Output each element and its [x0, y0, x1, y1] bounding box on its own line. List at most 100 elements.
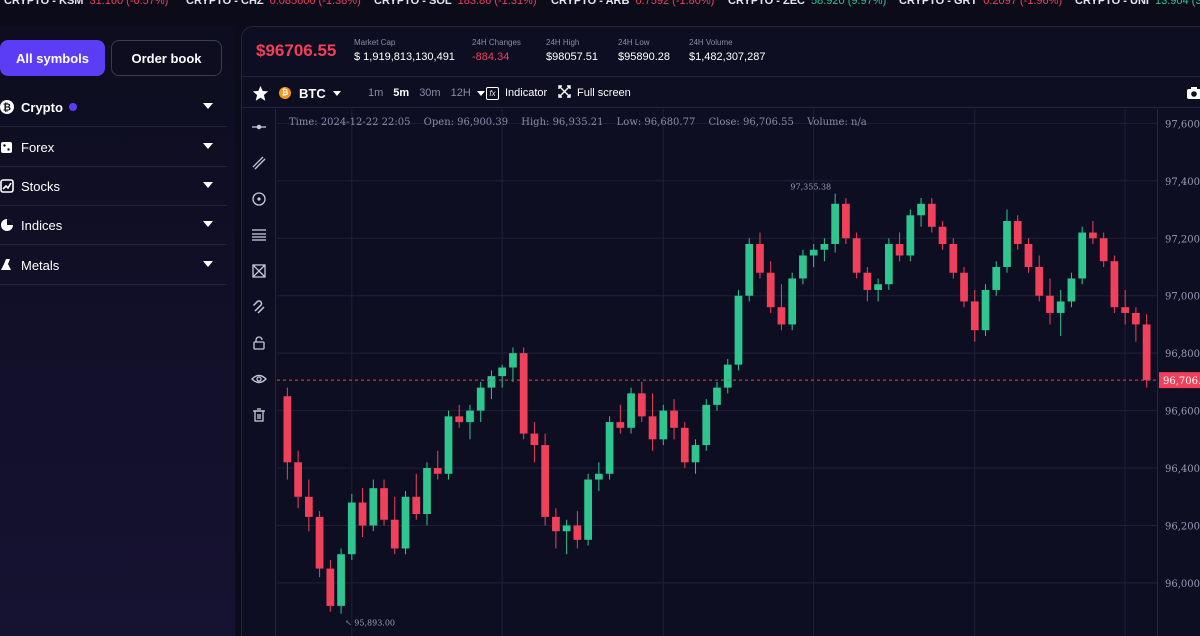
trend-line-tool-icon[interactable] — [251, 155, 267, 171]
ticker-symbol: CRYPTO - ZEC — [728, 0, 806, 7]
function-icon: fx — [486, 86, 499, 100]
chevron-down-icon[interactable] — [203, 103, 213, 109]
candle-body — [927, 203, 936, 227]
sidebar: All symbols Order book ₿ Crypto Forex St… — [0, 26, 235, 636]
camera-icon[interactable] — [1187, 78, 1200, 108]
candle-body — [1099, 238, 1108, 262]
pattern-tool-icon[interactable] — [251, 263, 267, 279]
symbol-selector[interactable]: ₿ BTC — [279, 78, 341, 108]
ticker-value: 0.7592 (-1.80%) — [635, 0, 715, 7]
ohlc-legend: Time: 2024-12-22 22:05 Open: 96,900.39 H… — [289, 117, 877, 128]
magnet-icon[interactable] — [251, 299, 267, 315]
stat-24h-high: 24H High $98057.51 — [546, 38, 598, 63]
circle-tool-icon[interactable] — [251, 191, 267, 207]
candle-body — [455, 416, 464, 423]
chevron-down-icon[interactable] — [203, 221, 213, 227]
trash-icon[interactable] — [251, 407, 267, 423]
candle-body — [702, 404, 711, 446]
sidebar-item-indices[interactable]: Indices — [0, 206, 227, 245]
interval-5m[interactable]: 5m — [393, 87, 410, 99]
candle-body — [627, 393, 635, 428]
price-ticker: CRYPTO - KSM 31.160 (-0.57%) CRYPTO - CHZ 0… — [0, 0, 1200, 11]
candle-body — [949, 244, 958, 273]
y-tick-label: 96,800.00 — [1165, 349, 1200, 360]
ticker-value: 31.160 (-0.57%) — [89, 0, 169, 7]
sidebar-item-metals[interactable]: Metals — [0, 246, 227, 285]
candle-body — [820, 244, 829, 250]
candle-body — [326, 568, 335, 606]
ticker-item[interactable]: CRYPTO - ZEC 58.920 (9.97%) — [728, 0, 886, 7]
candle-body — [1003, 221, 1011, 267]
candle-body — [670, 410, 678, 428]
btc-coin-icon: ₿ — [279, 87, 291, 99]
ticker-item[interactable]: CRYPTO - GRT 0.2097 (-1.96%) — [899, 0, 1062, 7]
ticker-item[interactable]: CRYPTO - SOL 183.86 (-1.31%) — [374, 0, 537, 7]
ticker-value: 183.86 (-1.31%) — [457, 0, 537, 7]
active-indicator — [68, 103, 77, 111]
ticker-value: 0.085600 (-1.38%) — [269, 0, 361, 7]
interval-12h[interactable]: 12H — [450, 87, 471, 99]
sidebar-item-crypto[interactable]: ₿ Crypto — [0, 88, 227, 127]
chevron-down-icon[interactable] — [203, 143, 213, 149]
fullscreen-button[interactable]: Full screen — [558, 78, 631, 108]
indicator-button[interactable]: fx Indicator — [486, 78, 547, 108]
ticker-value: 0.2097 (-1.96%) — [983, 0, 1063, 7]
ticker-symbol: CRYPTO - GRT — [899, 0, 978, 7]
candle-body — [573, 525, 582, 540]
candle-body — [938, 226, 947, 244]
candlestick-chart[interactable]: Time: 2024-12-22 22:05 Open: 96,900.39 H… — [277, 109, 1200, 636]
ticker-item[interactable]: CRYPTO - ARB 0.7592 (-1.80%) — [551, 0, 714, 7]
candle-body — [562, 525, 571, 532]
sidebar-item-stocks[interactable]: Stocks — [0, 167, 227, 206]
candle-body — [476, 387, 485, 411]
candle-body — [713, 387, 721, 405]
order-book-button[interactable]: Order book — [111, 40, 222, 76]
chevron-down-icon[interactable] — [203, 182, 213, 188]
ticker-value: 58.920 (9.97%) — [811, 0, 887, 7]
legend-low: Low: 96,680.77 — [616, 117, 696, 128]
ticker-item[interactable]: CRYPTO - UNI 13.904 (3.5 — [1075, 0, 1200, 7]
sidebar-item-forex[interactable]: Forex — [0, 128, 227, 167]
stocks-icon — [0, 179, 14, 193]
ticker-item[interactable]: CRYPTO - CHZ 0.085600 (-1.38%) — [186, 0, 361, 7]
all-symbols-button[interactable]: All symbols — [0, 40, 105, 76]
y-tick-label: 96,400.00 — [1165, 464, 1200, 475]
candle-body — [444, 416, 453, 474]
horizontal-line-tool-icon[interactable] — [251, 119, 267, 135]
ticker-symbol: CRYPTO - CHZ — [186, 0, 264, 7]
chevron-down-icon[interactable] — [203, 261, 213, 267]
candle-body — [605, 422, 614, 474]
candle-body — [788, 278, 797, 325]
fib-lines-tool-icon[interactable] — [251, 227, 267, 243]
legend-close: Close: 96,706.55 — [708, 117, 794, 128]
stat-24h-volume: 24H Volume $1,482,307,287 — [689, 38, 765, 63]
candle-body — [992, 266, 1001, 290]
chevron-down-icon[interactable] — [476, 90, 485, 96]
interval-1m[interactable]: 1m — [368, 87, 384, 99]
sidebar-item-label: Indices — [21, 217, 63, 233]
current-price: $96706.55 — [256, 41, 337, 60]
candle-body — [616, 422, 625, 428]
last-price-badge — [1159, 372, 1200, 389]
legend-high: High: 96,935.21 — [521, 117, 604, 128]
eye-icon[interactable] — [251, 371, 267, 387]
candle-body — [691, 445, 700, 463]
candle-body — [1024, 244, 1033, 267]
candle-body — [541, 445, 550, 517]
stat-label: 24H High — [546, 38, 580, 47]
chart-canvas[interactable]: 97,600.00 97,400.00 97,200.00 97,000.00 96,8… — [277, 109, 1200, 636]
candle-body — [1078, 232, 1087, 279]
interval-30m[interactable]: 30m — [419, 87, 441, 99]
stat-market-cap: Market Cap $ 1,919,813,130,491 — [354, 38, 455, 63]
candle-body — [680, 427, 689, 463]
candle-body — [283, 396, 292, 463]
candle-body — [1056, 301, 1065, 313]
stat-label: 24H Volume — [689, 38, 733, 47]
lock-icon[interactable] — [251, 335, 267, 351]
pie-icon — [0, 218, 14, 232]
favorite-star-icon[interactable] — [252, 78, 269, 108]
candle-body — [895, 244, 904, 256]
ticker-item[interactable]: CRYPTO - KSM 31.160 (-0.57%) — [4, 0, 168, 7]
symbol-label: BTC — [299, 85, 326, 101]
sidebar-item-label: Forex — [21, 139, 55, 155]
